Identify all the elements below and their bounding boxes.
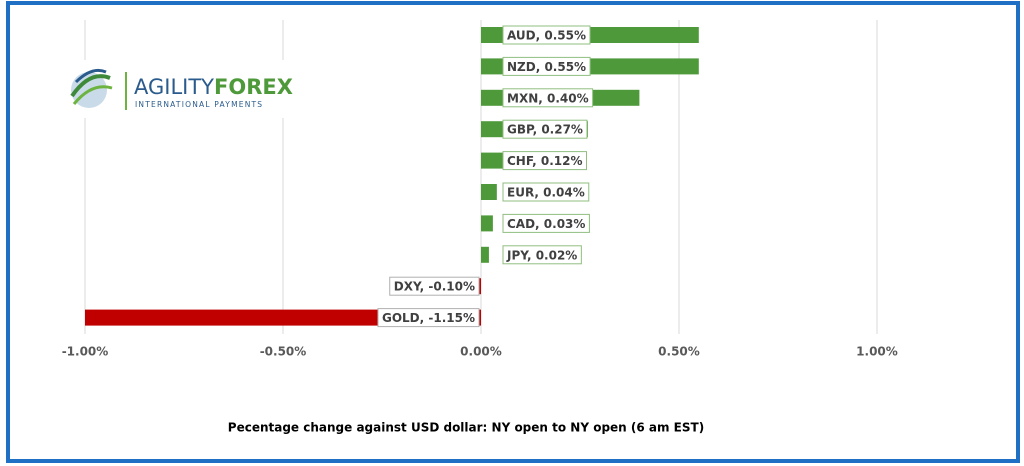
value-label-box (502, 25, 591, 45)
logo: AGILITYFOREX INTERNATIONAL PAYMENTS (44, 60, 293, 118)
x-tick-label: 0.50% (658, 345, 700, 359)
logo-tagline: INTERNATIONAL PAYMENTS (135, 100, 263, 109)
logo-name: AGILITYFOREX (134, 75, 293, 99)
value-label-box (502, 151, 587, 171)
value-label: GBP, 0.27% (507, 123, 583, 137)
x-tick-label: 0.00% (460, 345, 502, 359)
x-tick-label: 1.00% (856, 345, 898, 359)
value-label: JPY, 0.02% (506, 248, 577, 262)
value-label-box (502, 119, 588, 139)
value-label: CHF, 0.12% (507, 154, 583, 168)
value-label-box (502, 56, 591, 76)
value-label: EUR, 0.04% (507, 186, 585, 200)
value-label: GOLD, -1.15% (382, 311, 475, 325)
bar (481, 215, 493, 232)
value-label-box (502, 88, 594, 108)
value-label: MXN, 0.40% (507, 91, 589, 105)
value-label: AUD, 0.55% (507, 29, 586, 43)
bar (481, 246, 489, 263)
bar (481, 184, 497, 200)
value-label-box (502, 182, 590, 202)
x-tick-label: -0.50% (260, 345, 307, 359)
value-label-box (389, 276, 480, 296)
value-label: NZD, 0.55% (507, 60, 586, 74)
x-axis-label: Pecentage change against USD dollar: NY … (228, 421, 704, 435)
value-label-box (377, 308, 480, 328)
value-label: DXY, -0.10% (394, 280, 475, 294)
value-label-box (502, 245, 582, 265)
value-label: CAD, 0.03% (507, 217, 585, 231)
x-tick-label: -1.00% (62, 345, 109, 359)
value-label-box (502, 213, 590, 233)
